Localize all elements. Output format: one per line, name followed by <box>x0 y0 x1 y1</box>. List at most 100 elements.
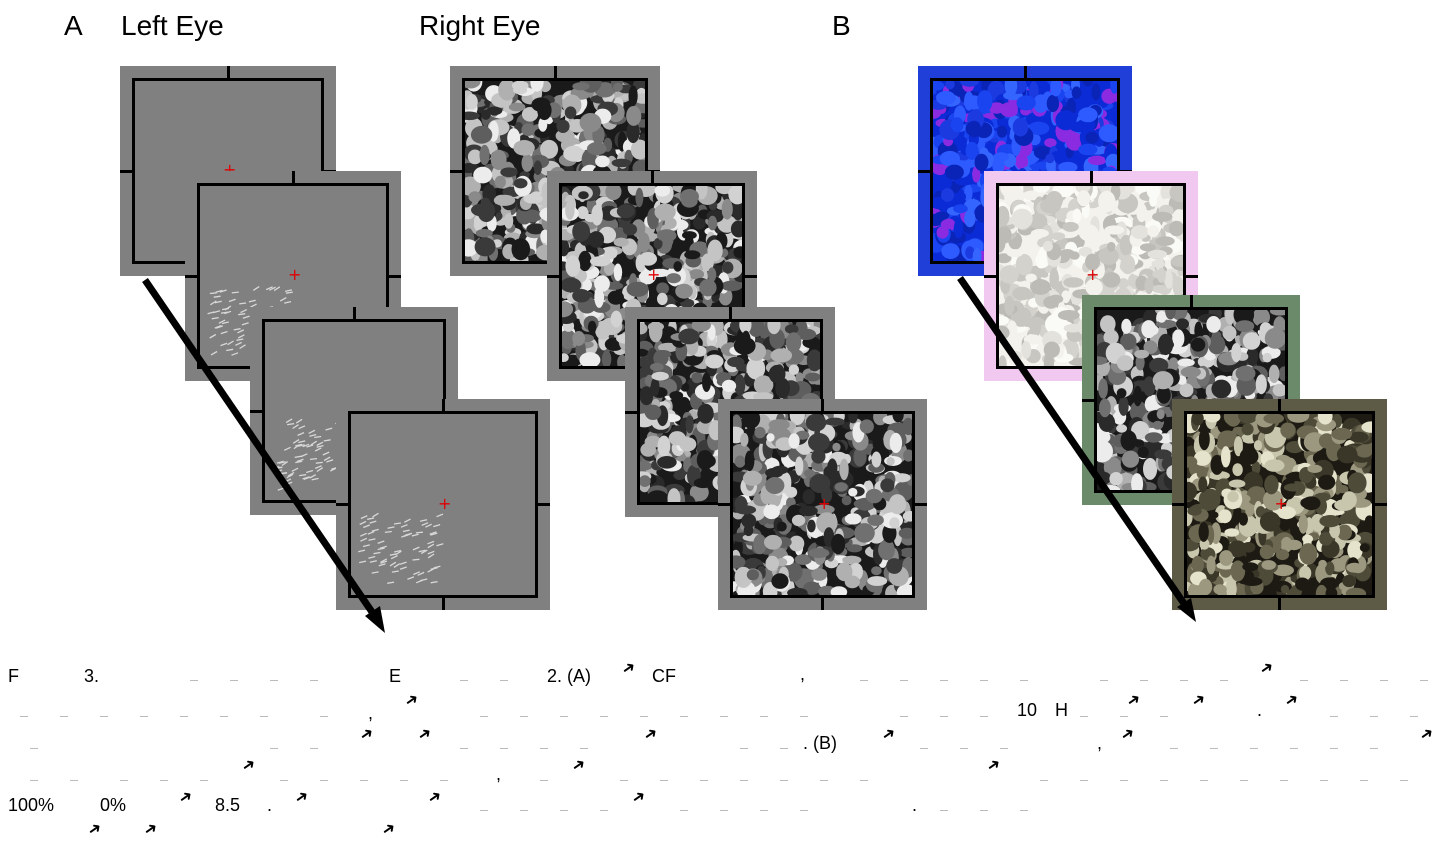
caption-faint-mark <box>1380 680 1388 681</box>
caption-faint-mark <box>200 780 208 781</box>
garbled-glyph-icon: ➜ <box>413 721 436 746</box>
garbled-glyph-icon: ➜ <box>237 752 260 777</box>
caption-faint-mark <box>310 680 318 681</box>
caption-faint-mark <box>700 780 708 781</box>
caption-faint-mark <box>1280 780 1288 781</box>
caption-faint-mark <box>1330 716 1338 717</box>
caption-faint-mark <box>1120 716 1128 717</box>
caption-figure-index: 3. <box>84 666 100 686</box>
stimulus-window <box>730 411 915 598</box>
caption-faint-mark <box>980 810 988 811</box>
caption-experiment-part: 2. (A) <box>547 666 592 686</box>
garbled-glyph-icon: ➜ <box>982 752 1005 777</box>
caption-faint-mark <box>1180 680 1188 681</box>
garbled-glyph-icon: ➜ <box>1187 687 1210 712</box>
caption-duration: 8.5 <box>215 795 241 815</box>
caption-faint-mark <box>600 716 608 717</box>
garbled-glyph-icon: ➜ <box>423 784 446 809</box>
caption-faint-mark <box>760 716 768 717</box>
garbled-glyph-icon: ➜ <box>567 752 590 777</box>
caption-faint-mark <box>940 810 948 811</box>
caption-faint-mark <box>680 716 688 717</box>
caption-faint-mark <box>70 780 78 781</box>
caption-faint-mark <box>160 780 168 781</box>
nonius-tick-top <box>1189 295 1193 309</box>
left-frame-4: + <box>336 399 550 610</box>
caption-faint-mark <box>620 780 628 781</box>
caption-faint-mark <box>1320 780 1328 781</box>
nonius-tick-left <box>718 503 732 506</box>
caption-faint-mark <box>270 680 278 681</box>
caption-faint-mark <box>1100 680 1108 681</box>
caption-faint-mark <box>280 780 288 781</box>
caption-faint-mark <box>1020 680 1028 681</box>
caption-faint-mark <box>360 780 368 781</box>
caption-faint-mark <box>500 748 508 749</box>
caption-faint-mark <box>520 716 528 717</box>
nonius-tick-right <box>1373 503 1387 506</box>
caption-faint-mark <box>600 810 608 811</box>
garbled-glyph-icon: ➜ <box>139 816 162 841</box>
caption-faint-mark <box>1080 780 1088 781</box>
caption-faint-mark <box>440 780 448 781</box>
caption-comma-3: , <box>1097 733 1103 753</box>
caption-faint-mark <box>120 780 128 781</box>
nonius-tick-left <box>918 169 932 173</box>
nonius-tick-bottom <box>1278 596 1281 610</box>
nonius-tick-right <box>536 503 550 506</box>
garbled-glyph-icon: ➜ <box>617 655 640 680</box>
caption-faint-mark <box>320 716 328 717</box>
caption-faint-mark <box>220 716 228 717</box>
caption-faint-mark <box>540 780 548 781</box>
garbled-glyph-icon: ➜ <box>1122 687 1145 712</box>
caption-faint-mark <box>1340 680 1348 681</box>
caption-faint-mark <box>900 680 908 681</box>
caption-faint-mark <box>720 810 728 811</box>
caption-faint-mark <box>100 716 108 717</box>
caption-faint-mark <box>1020 810 1028 811</box>
caption-faint-mark <box>1160 780 1168 781</box>
garbled-glyph-icon: ➜ <box>174 784 197 809</box>
nonius-tick-right <box>913 503 927 506</box>
nonius-tick-top <box>553 66 557 80</box>
right-eye-heading: Right Eye <box>419 10 541 41</box>
left-eye-heading: Left Eye <box>121 10 224 41</box>
caption-faint-mark <box>1080 716 1088 717</box>
caption-rate: 10 <box>1017 700 1038 720</box>
right-frame-4: + <box>718 399 927 610</box>
nonius-tick-right <box>743 274 757 278</box>
caption-faint-mark <box>980 680 988 681</box>
nonius-tick-left <box>1082 398 1096 402</box>
caption-faint-mark <box>980 716 988 717</box>
garbled-glyph-icon: ➜ <box>1255 655 1278 680</box>
nonius-tick-top <box>441 399 445 413</box>
caption-contrast-low: 0% <box>100 795 127 815</box>
caption-faint-mark <box>900 716 908 717</box>
caption-faint-mark <box>260 716 268 717</box>
caption-comma-1: , <box>800 664 806 684</box>
caption-faint-mark <box>480 716 488 717</box>
caption-faint-mark <box>1220 680 1228 681</box>
panel-b-label: B <box>832 10 851 41</box>
nonius-tick-right <box>1184 274 1198 278</box>
caption-faint-mark <box>140 716 148 717</box>
garbled-glyph-icon: ➜ <box>290 784 313 809</box>
caption-figure-label: F <box>8 666 19 686</box>
caption-faint-mark <box>1250 748 1258 749</box>
caption-faint-mark <box>1200 780 1208 781</box>
caption-faint-mark <box>740 748 748 749</box>
caption-faint-mark <box>500 680 508 681</box>
caption-faint-mark <box>1240 780 1248 781</box>
nonius-tick-top <box>728 307 732 321</box>
fixation-cross: + <box>288 265 302 284</box>
caption-faint-mark <box>1000 748 1008 749</box>
fixation-cross: + <box>817 493 831 513</box>
nonius-tick-top <box>1089 171 1093 185</box>
caption-faint-mark <box>660 780 668 781</box>
caption-faint-mark <box>1160 716 1168 717</box>
caption-faint-mark <box>270 748 278 749</box>
garbled-glyph-icon: ➜ <box>627 784 650 809</box>
nonius-tick-left <box>336 503 350 506</box>
caption-faint-mark <box>1400 780 1408 781</box>
caption-experiment-ref: E <box>389 666 402 686</box>
